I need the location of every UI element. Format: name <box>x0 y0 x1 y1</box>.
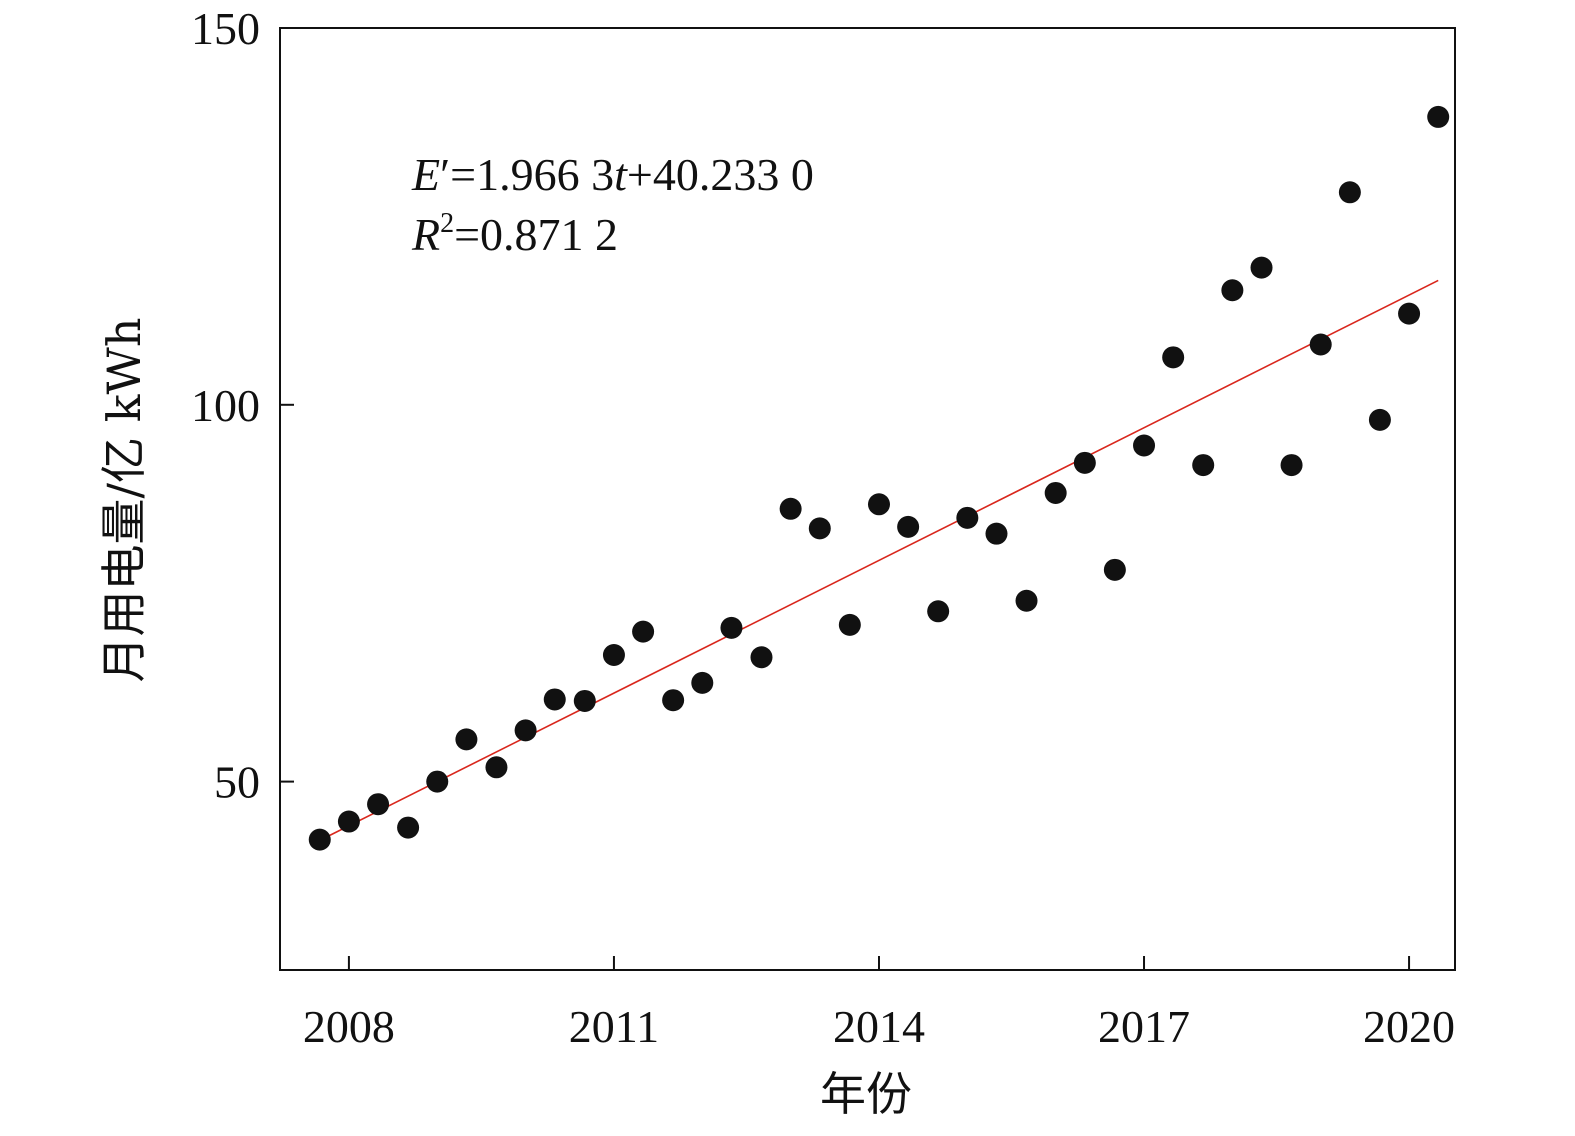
equation-coefficient: =1.966 3 <box>450 149 614 200</box>
equation-prime: ′ <box>440 149 450 200</box>
equation-variable-t: t <box>614 149 628 200</box>
data-point <box>1368 408 1391 431</box>
data-point <box>1398 302 1421 325</box>
data-points <box>308 105 1450 851</box>
data-point <box>543 688 566 711</box>
data-point <box>808 517 831 540</box>
data-point <box>1133 434 1156 457</box>
r-squared-value: =0.871 2 <box>454 209 618 260</box>
equation-line-2: R2=0.871 2 <box>411 208 618 260</box>
data-point <box>838 613 861 636</box>
data-point <box>485 756 508 779</box>
data-point <box>1044 481 1067 504</box>
data-point <box>1073 451 1096 474</box>
data-point <box>426 770 449 793</box>
data-point <box>397 816 420 839</box>
data-point <box>985 522 1008 545</box>
plot-frame <box>279 27 1456 971</box>
data-point <box>750 646 773 669</box>
data-point <box>956 506 979 529</box>
data-point <box>927 600 950 623</box>
equation-variable-e: E <box>411 149 440 200</box>
y-tick-label: 50 <box>214 757 260 808</box>
data-point <box>1221 279 1244 302</box>
equation-intercept: +40.233 0 <box>627 149 814 200</box>
data-point <box>691 671 714 694</box>
x-tick-label: 2008 <box>303 1001 395 1052</box>
x-tick-label: 2011 <box>569 1001 659 1052</box>
r-squared-variable: R <box>411 209 440 260</box>
data-point <box>1427 105 1450 128</box>
x-axis-ticks: 2008 2011 2014 2017 2020 <box>303 956 1455 1052</box>
data-point <box>1192 454 1215 477</box>
y-axis-title: 月用电量/亿 kWh <box>97 318 151 683</box>
data-point <box>720 616 743 639</box>
x-tick-label: 2014 <box>833 1001 925 1052</box>
data-point <box>1162 346 1185 369</box>
data-point <box>662 689 685 712</box>
data-point <box>602 643 625 666</box>
data-point <box>632 620 655 643</box>
data-point <box>308 828 331 851</box>
y-tick-label: 100 <box>191 380 260 431</box>
equation-line-1: E′=1.966 3t+40.233 0 <box>411 149 814 200</box>
data-point <box>337 810 360 833</box>
data-point <box>1309 333 1332 356</box>
data-point <box>573 689 596 712</box>
data-point <box>1015 589 1038 612</box>
x-tick-label: 2017 <box>1098 1001 1190 1052</box>
data-point <box>455 728 478 751</box>
regression-line <box>319 279 1439 842</box>
data-point <box>1103 558 1126 581</box>
y-axis-ticks: 50 100 150 <box>191 3 294 808</box>
data-point <box>867 493 890 516</box>
data-point <box>1250 256 1273 279</box>
data-point <box>897 515 920 538</box>
x-axis-title: 年份 <box>820 1067 912 1121</box>
x-tick-label: 2020 <box>1363 1001 1455 1052</box>
data-point <box>779 497 802 520</box>
y-tick-label: 150 <box>191 3 260 54</box>
r-squared-superscript: 2 <box>440 208 454 239</box>
data-point <box>514 719 537 742</box>
data-point <box>1280 454 1303 477</box>
data-point <box>1338 181 1361 204</box>
data-point <box>367 793 390 816</box>
